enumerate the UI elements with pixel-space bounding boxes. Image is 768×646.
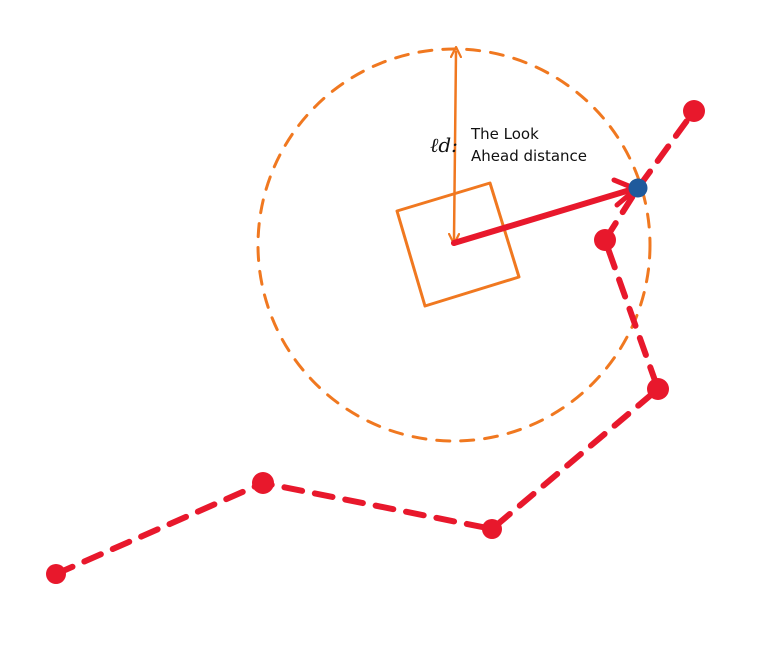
lookahead-symbol: ℓd: [430,133,458,157]
annotation-line-1: The Look [470,125,539,143]
reference-path [53,108,697,577]
waypoints [46,100,705,584]
annotation-line-2: Ahead distance [471,147,587,165]
waypoint [647,378,669,400]
waypoint [482,519,502,539]
vehicle-center-point [451,240,457,246]
lookahead-distance-arrow [454,52,456,239]
waypoint [594,229,616,251]
waypoint [683,100,705,122]
lookahead-target-point [628,178,648,198]
waypoint [252,472,274,494]
waypoint [46,564,66,584]
